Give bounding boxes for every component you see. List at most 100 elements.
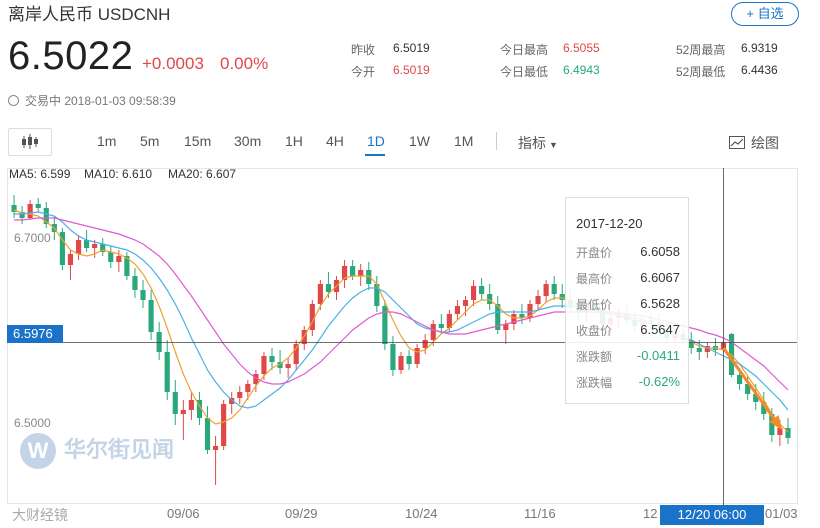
x-tick-label: 09/29: [285, 506, 318, 521]
candle-body: [164, 352, 170, 392]
candle-body: [180, 410, 186, 414]
trading-status: 交易中 2018-01-03 09:58:39: [8, 92, 176, 109]
candle-body: [414, 348, 420, 364]
crosshair-date-label: 12/20 06:00: [660, 505, 764, 525]
candle-body: [148, 300, 154, 332]
stat-label: 昨收: [351, 43, 376, 57]
tab-5m[interactable]: 5m: [140, 133, 160, 149]
candle-body: [43, 208, 49, 224]
candle-body: [366, 270, 372, 284]
candle-body: [390, 344, 396, 370]
candle-body: [527, 304, 533, 318]
candle-body: [753, 394, 759, 402]
y-tick-label: 6.7000: [14, 231, 51, 245]
candle-body: [172, 392, 178, 414]
candle-body: [511, 314, 517, 324]
candle-body: [704, 346, 710, 352]
trend-arrow-head: [769, 415, 783, 431]
candle-body: [696, 348, 702, 352]
instrument-title: 离岸人民币 USDCNH: [8, 5, 171, 24]
candle-body: [35, 204, 41, 208]
candle-body: [769, 414, 775, 435]
tab-1h[interactable]: 1H: [285, 133, 303, 149]
candle-body: [341, 266, 348, 280]
candle-body: [124, 256, 130, 276]
candle-body: [285, 364, 291, 368]
candle-body: [777, 428, 783, 435]
candle-body: [84, 240, 90, 248]
tab-30m[interactable]: 30m: [234, 133, 262, 149]
stat-value: 6.5055: [563, 41, 600, 55]
caret-down-icon: ▼: [549, 140, 558, 150]
tab-1w[interactable]: 1W: [409, 133, 430, 149]
x-tick-label: 10/24: [405, 506, 438, 521]
candle-body: [11, 205, 17, 212]
indicator-menu[interactable]: 指标 ▼: [518, 133, 558, 153]
tooltip-value: 6.5647: [640, 322, 680, 337]
legend-ma20: MA20: 6.607: [168, 167, 237, 181]
tooltip-value: -0.0411: [636, 348, 680, 363]
candle-body: [551, 284, 557, 294]
stat-open: 今开 6.5019: [351, 63, 430, 80]
stat-label: 52周最低: [676, 65, 726, 79]
candle-body: [92, 244, 98, 248]
tab-1m[interactable]: 1m: [97, 133, 117, 149]
candle-body: [462, 300, 469, 306]
stat-label: 今日最低: [500, 65, 549, 79]
stat-prev-close: 昨收 6.5019: [351, 41, 430, 58]
tooltip-key: 涨跌幅: [576, 376, 613, 390]
stat-52w-high: 52周最高 6.9319: [676, 41, 778, 58]
stat-value: 6.9319: [741, 41, 778, 55]
candle-body: [19, 212, 25, 218]
candle-body: [446, 314, 452, 328]
tooltip-row-change-pct: 涨跌幅 -0.62%: [576, 374, 680, 391]
candle-body: [229, 398, 235, 404]
stat-day-low: 今日最低 6.4943: [500, 63, 600, 80]
draw-tool-button[interactable]: 绘图: [729, 133, 779, 153]
candle-body: [75, 240, 82, 254]
y-tick-label: 6.5000: [14, 416, 51, 430]
candle-body: [543, 284, 549, 296]
add-watchlist-button[interactable]: + 自选: [731, 2, 799, 26]
candle-body: [470, 286, 477, 300]
candle-body: [100, 244, 106, 252]
legend-ma10: MA10: 6.610: [84, 167, 153, 181]
candle-body: [761, 402, 767, 414]
drawing-icon: [729, 136, 745, 149]
candle-body: [261, 356, 267, 374]
tab-1d[interactable]: 1D: [367, 133, 385, 149]
candle-body: [374, 284, 380, 306]
candle-body: [382, 306, 388, 344]
trading-status-text: 交易中 2018-01-03 09:58:39: [25, 94, 176, 108]
candle-body: [67, 254, 74, 265]
candle-body: [519, 314, 525, 318]
tab-15m[interactable]: 15m: [184, 133, 212, 149]
watermark-logo: W: [20, 433, 56, 470]
candle-body: [737, 375, 743, 384]
crosshair-price-label: 6.5976: [7, 325, 63, 343]
candle-body: [204, 418, 211, 450]
candle-body: [188, 400, 194, 410]
price-change: +0.0003: [142, 54, 204, 73]
candle-body: [535, 296, 541, 304]
candlestick-type-button[interactable]: [8, 128, 52, 156]
tooltip-value: 6.6058: [640, 244, 680, 259]
trend-arrow-line: [722, 347, 782, 428]
stat-label: 今日最高: [500, 43, 549, 57]
tab-4h[interactable]: 4H: [326, 133, 344, 149]
toolbar-divider: [496, 132, 497, 150]
candle-body: [317, 284, 323, 304]
candle-body: [277, 362, 283, 368]
stat-value: 6.5019: [393, 41, 430, 55]
tooltip-key: 涨跌额: [576, 350, 613, 364]
tab-1mo[interactable]: 1M: [454, 133, 474, 149]
x-tick-label: 09/06: [167, 506, 200, 521]
tooltip-value: 6.6067: [640, 270, 680, 285]
x-tick-label: 12: [643, 506, 658, 521]
clock-icon: [8, 95, 19, 106]
candle-body: [422, 340, 428, 348]
tooltip-date: 2017-12-20: [576, 216, 643, 231]
candle-body: [221, 404, 227, 446]
stat-value: 6.4943: [563, 63, 600, 77]
